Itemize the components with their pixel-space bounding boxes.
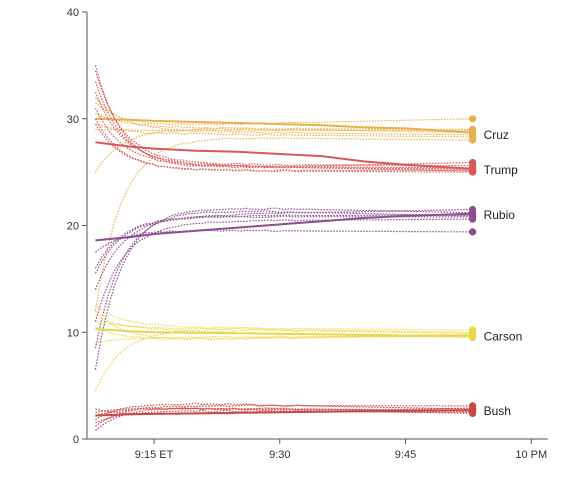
model-line bbox=[95, 321, 473, 333]
x-tick-label: 9:30 bbox=[269, 449, 290, 461]
end-point bbox=[469, 136, 477, 144]
y-tick-label: 30 bbox=[67, 114, 79, 126]
estimate-line bbox=[95, 117, 473, 134]
x-tick-label: 10 PM bbox=[515, 449, 547, 461]
estimate-line bbox=[95, 328, 473, 337]
model-line bbox=[95, 407, 473, 414]
series-label-carson: Carson bbox=[484, 330, 523, 344]
model-line bbox=[94, 91, 473, 172]
series-cruz bbox=[94, 96, 477, 312]
model-line bbox=[95, 305, 473, 331]
estimate-line bbox=[95, 141, 473, 170]
series-label-trump: Trump bbox=[484, 163, 519, 177]
model-line bbox=[94, 96, 473, 136]
y-tick-label: 0 bbox=[73, 434, 79, 446]
series-trump bbox=[94, 65, 477, 176]
series-labels: Cruz Trump Rubio Carson Bush bbox=[484, 128, 523, 418]
axes: 0 10 20 30 40 9:15 ET 9:30 9:45 10 PM bbox=[67, 7, 548, 461]
model-line bbox=[94, 81, 473, 170]
estimate-line bbox=[95, 212, 473, 242]
estimate-line bbox=[95, 409, 473, 417]
model-line bbox=[94, 210, 473, 349]
end-point bbox=[469, 168, 477, 176]
model-line bbox=[94, 70, 473, 167]
model-line bbox=[95, 229, 473, 253]
model-line bbox=[94, 137, 473, 312]
x-tick-label: 9:45 bbox=[395, 449, 416, 461]
model-line bbox=[94, 65, 473, 169]
y-tick-label: 40 bbox=[67, 7, 79, 19]
series-label-rubio: Rubio bbox=[484, 208, 516, 222]
model-line bbox=[95, 128, 473, 132]
model-line bbox=[95, 335, 473, 344]
model-line bbox=[95, 123, 473, 138]
series-label-cruz: Cruz bbox=[484, 128, 509, 142]
series-carson bbox=[94, 305, 477, 392]
end-point bbox=[469, 228, 477, 236]
end-point bbox=[469, 215, 477, 223]
model-line bbox=[94, 123, 473, 173]
series-lines bbox=[94, 65, 477, 431]
y-tick-label: 10 bbox=[67, 327, 79, 339]
series-label-bush: Bush bbox=[484, 404, 511, 418]
model-line bbox=[94, 107, 473, 169]
model-line bbox=[94, 328, 473, 392]
end-point bbox=[469, 409, 477, 417]
series-rubio bbox=[94, 205, 477, 370]
model-line bbox=[94, 208, 473, 290]
model-line bbox=[94, 214, 473, 269]
model-line bbox=[95, 409, 473, 424]
end-point bbox=[469, 115, 477, 123]
y-tick-label: 20 bbox=[67, 221, 79, 233]
model-line bbox=[94, 215, 473, 274]
x-tick-label: 9:15 ET bbox=[135, 449, 174, 461]
series-bush bbox=[95, 402, 477, 431]
